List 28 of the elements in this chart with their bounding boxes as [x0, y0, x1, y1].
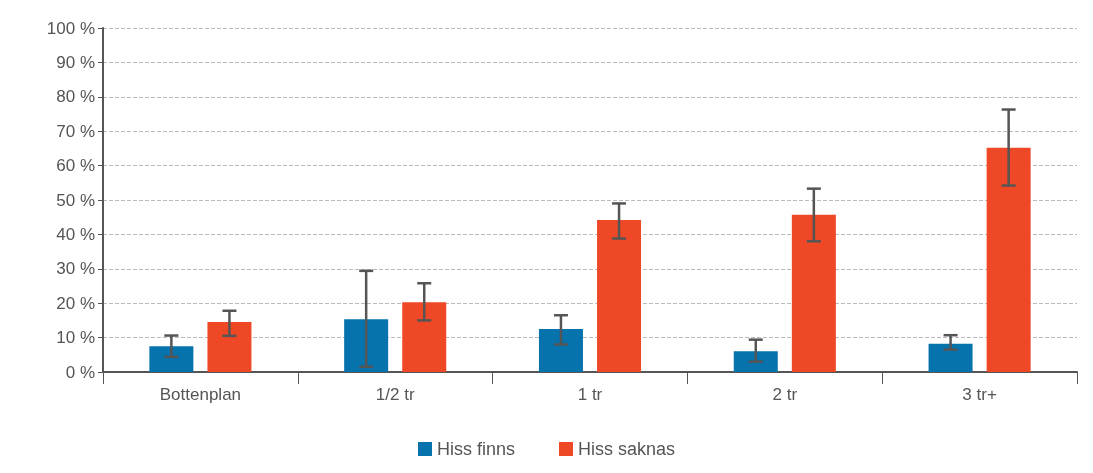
x-tick-label: 1 tr: [577, 385, 603, 404]
bar: [149, 346, 194, 372]
y-tick-label: 70 %: [56, 121, 95, 141]
y-tick-label: 100 %: [46, 18, 95, 38]
y-tick-label: 30 %: [56, 259, 95, 279]
bar: [928, 343, 973, 372]
y-tick-label: 10 %: [56, 328, 95, 348]
x-tick-label: Bottenplan: [159, 385, 242, 404]
y-tick-label: 20 %: [56, 293, 95, 313]
bar: [402, 302, 447, 372]
bar: [207, 322, 252, 372]
x-tick-label: 2 tr: [772, 385, 798, 404]
y-tick-label: 0 %: [65, 362, 95, 382]
y-tick-label: 60 %: [56, 156, 95, 176]
y-tick-label: 40 %: [56, 224, 95, 244]
bar: [733, 351, 778, 372]
bar: [538, 329, 583, 372]
bar: [597, 219, 642, 372]
bar: [986, 147, 1031, 372]
bar: [344, 319, 389, 372]
x-tick-label: 3 tr+: [962, 385, 997, 404]
bar: [791, 214, 836, 372]
legend-label: Hiss saknas: [577, 439, 676, 459]
x-tick-label: 1/2 tr: [375, 385, 415, 404]
y-tick-label: 50 %: [56, 190, 95, 210]
legend-label: Hiss finns: [436, 439, 516, 459]
y-tick-label: 90 %: [56, 52, 95, 72]
y-tick-label: 80 %: [56, 87, 95, 107]
